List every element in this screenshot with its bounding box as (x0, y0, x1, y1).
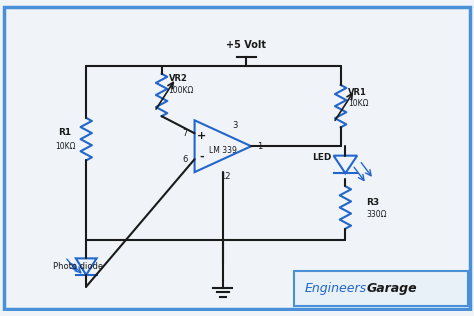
Text: Photo diode: Photo diode (53, 262, 103, 271)
Text: +5 Volt: +5 Volt (227, 40, 266, 50)
Text: -: - (200, 152, 204, 161)
Text: R1: R1 (58, 128, 72, 137)
Text: 3: 3 (232, 120, 237, 130)
Text: 7: 7 (182, 129, 188, 138)
FancyBboxPatch shape (293, 271, 468, 307)
Text: 1: 1 (257, 142, 262, 151)
Text: LED: LED (312, 154, 331, 162)
Text: 100KΩ: 100KΩ (169, 86, 194, 95)
Text: Garage: Garage (367, 282, 418, 295)
Text: VR1: VR1 (348, 88, 366, 96)
Text: VR2: VR2 (169, 74, 188, 83)
Text: Engineers: Engineers (305, 282, 367, 295)
Text: 6: 6 (182, 155, 188, 164)
Text: 10KΩ: 10KΩ (348, 99, 368, 108)
Text: 330Ω: 330Ω (366, 210, 387, 219)
Text: 10KΩ: 10KΩ (55, 142, 75, 151)
Text: R3: R3 (366, 198, 380, 207)
Text: 12: 12 (220, 172, 230, 181)
Text: LM 339: LM 339 (209, 146, 237, 155)
Text: +: + (197, 131, 206, 141)
